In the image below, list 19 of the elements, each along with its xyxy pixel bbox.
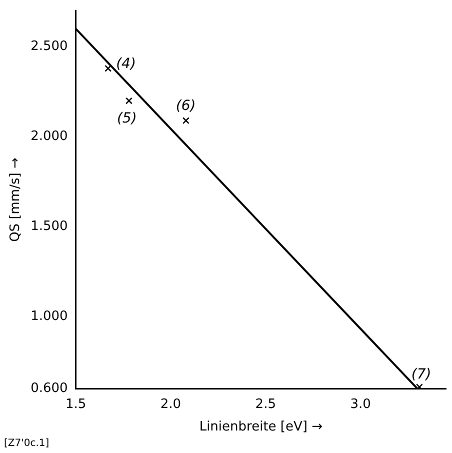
y-tick-label: 0.600: [30, 381, 68, 396]
x-tick-label: 2.5: [255, 396, 276, 412]
text: [Z7'0c.1]: [4, 438, 50, 449]
x-tick-label: 3.0: [350, 396, 371, 412]
x-tick-label: 2.0: [160, 396, 182, 412]
y-tick-label: 2.500: [30, 39, 68, 54]
point: [182, 117, 190, 124]
annotation: (6): [176, 98, 196, 114]
y-tick-label: 2.000: [30, 129, 68, 144]
annotation: (5): [116, 110, 137, 126]
annotation: (4): [116, 56, 136, 72]
y-axis-title: QS [mm/s] →: [8, 158, 24, 242]
y-tick-label: 1.000: [30, 309, 68, 324]
point: [104, 64, 112, 72]
point: [125, 97, 132, 104]
y-tick-label: 1.500: [30, 219, 68, 234]
annotation: (7): [411, 366, 432, 383]
x-tick-label: 1.5: [65, 396, 86, 412]
x-axis-title: Linienbreite [eV] →: [199, 420, 323, 435]
